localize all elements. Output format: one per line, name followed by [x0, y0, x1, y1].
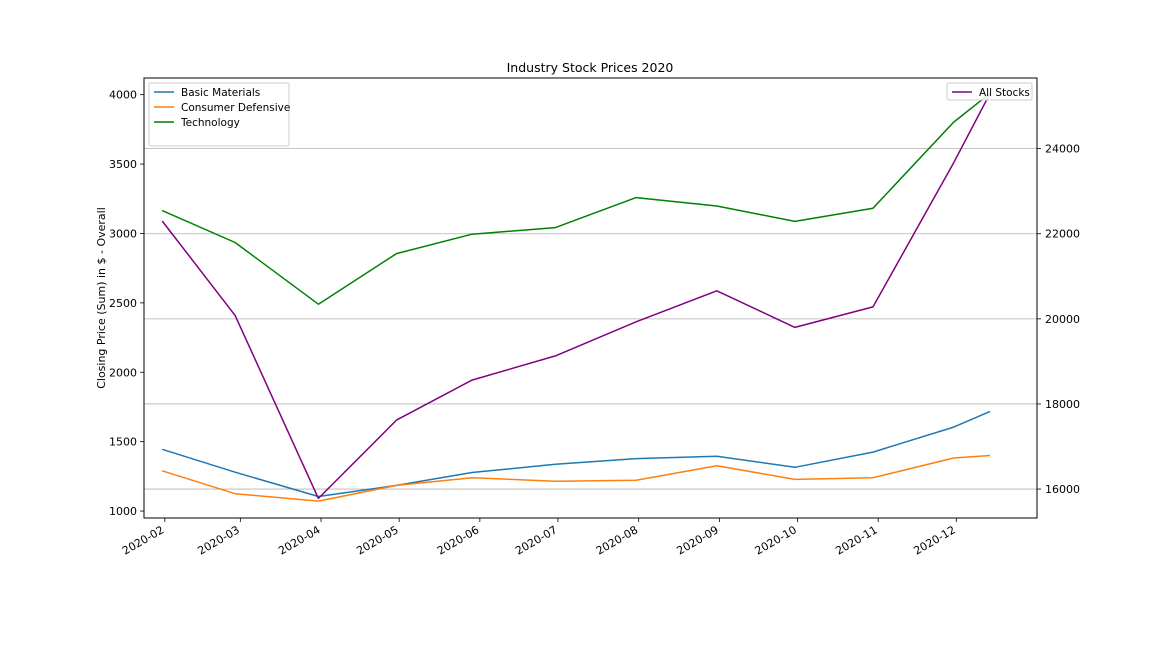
right-tick-label-20000: 20000	[1045, 313, 1080, 326]
left-tick-label-1000: 1000	[109, 505, 137, 518]
y-axis-title: Closing Price (Sum) in $ - Overall	[95, 207, 108, 389]
x-tick-label-2020-09: 2020-09	[675, 523, 721, 557]
x-tick-label-2020-07: 2020-07	[513, 523, 559, 557]
right-tick-label-18000: 18000	[1045, 398, 1080, 411]
left-tick-label-2000: 2000	[109, 366, 137, 379]
x-tick-label-2020-05: 2020-05	[354, 523, 400, 557]
right-tick-label-16000: 16000	[1045, 483, 1080, 496]
left-tick-label-2500: 2500	[109, 297, 137, 310]
x-tick-label-2020-03: 2020-03	[196, 523, 242, 557]
series-line-basic-materials	[161, 410, 991, 498]
right-tick-label-22000: 22000	[1045, 228, 1080, 241]
x-tick-label-2020-11: 2020-11	[833, 523, 879, 557]
x-tick-label-2020-06: 2020-06	[435, 523, 481, 557]
series-line-consumer-defensive	[161, 454, 991, 502]
x-tick-label-2020-12: 2020-12	[911, 523, 957, 557]
left-tick-label-4000: 4000	[109, 89, 137, 102]
left-tick-label-3500: 3500	[109, 158, 137, 171]
right-axis-grid	[144, 148, 1037, 490]
x-tick-label-2020-02: 2020-02	[120, 523, 166, 557]
series-lines	[161, 92, 991, 502]
right-tick-label-24000: 24000	[1045, 143, 1080, 156]
series-line-all-stocks	[161, 92, 991, 500]
legend-box-right	[946, 82, 1033, 101]
legend-label-consumer-defensive: Consumer Defensive	[181, 102, 290, 114]
left-tick-label-3000: 3000	[109, 227, 137, 240]
plot-area-frame	[143, 77, 1038, 519]
right-y-axis: 16000 18000 20000 22000 24000	[1037, 143, 1080, 496]
legend-industries: Basic Materials Consumer Defensive Technol…	[148, 82, 290, 147]
left-y-axis: 1000 1500 2000 2500 3000 3500 4000	[109, 89, 144, 518]
legend-label-technology: Technology	[180, 117, 240, 129]
x-axis: 2020-02 2020-03 2020-04 2020-05 2020-06 2020-…	[120, 518, 958, 558]
legend-label-basic-materials: Basic Materials	[181, 87, 260, 99]
left-tick-label-1500: 1500	[109, 436, 137, 449]
chart-title: Industry Stock Prices 2020	[507, 60, 674, 75]
series-line-technology	[161, 92, 991, 305]
x-tick-label-2020-04: 2020-04	[276, 523, 322, 557]
legend-label-all-stocks: All Stocks	[979, 87, 1030, 99]
x-tick-label-2020-10: 2020-10	[753, 523, 799, 557]
legend-all-stocks: All Stocks	[946, 82, 1033, 101]
x-tick-label-2020-08: 2020-08	[594, 523, 640, 557]
legend-box	[148, 82, 290, 147]
